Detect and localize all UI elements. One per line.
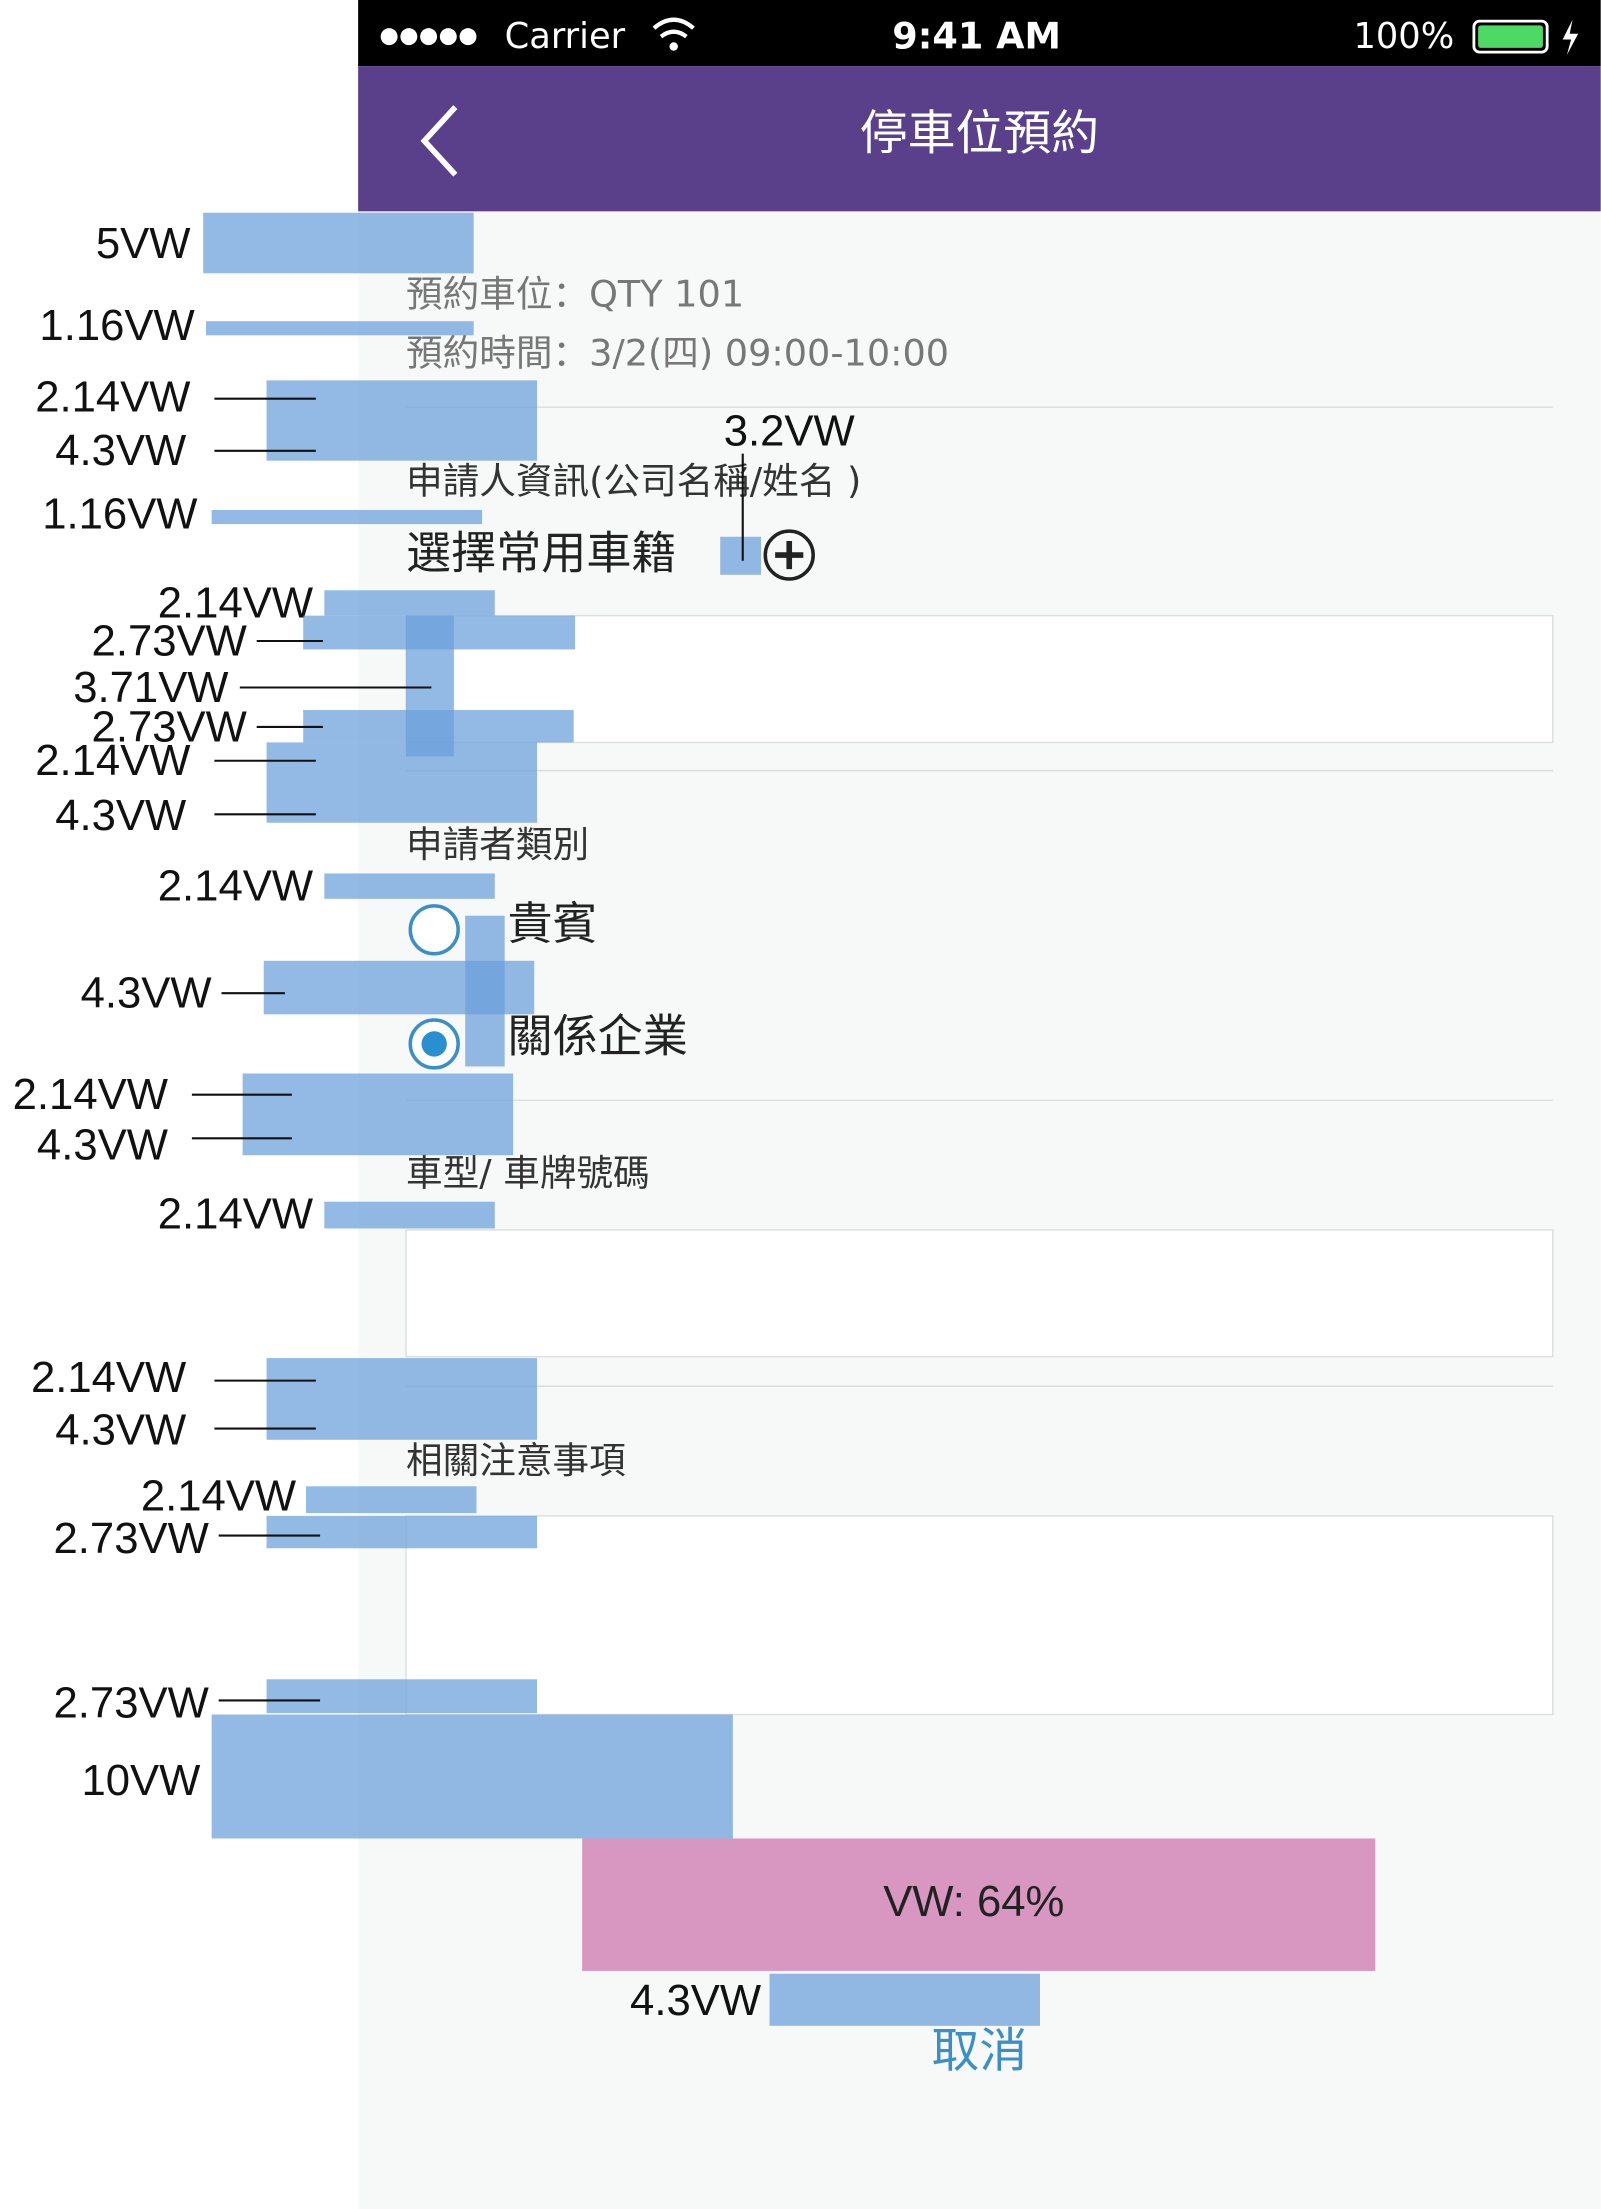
spacing-label: 2.14VW: [35, 736, 191, 785]
spacing-bar: [303, 710, 574, 743]
spacing-bar: [324, 1201, 495, 1229]
submit-button[interactable]: [582, 1838, 1376, 1971]
spacing-bar: [203, 212, 474, 274]
spacing-bar: [465, 915, 505, 1067]
radio-label: 貴賓: [507, 897, 597, 950]
submit-label: VW: 64%: [883, 1877, 1064, 1926]
wifi-dot: [669, 42, 678, 51]
add-icon: [775, 540, 804, 570]
radio[interactable]: [408, 904, 460, 956]
spacing-label: 1.16VW: [39, 301, 195, 350]
vehicle-input[interactable]: [405, 1229, 1554, 1358]
spacing-bar: [324, 590, 495, 616]
spacing-bar: [211, 1714, 733, 1839]
reservation-time: 預約時間：3/2(四) 09:00-10:00: [406, 332, 949, 375]
spacing-label: 2.14VW: [158, 1190, 314, 1239]
nav-title: 停車位預約: [860, 107, 1099, 162]
wifi: [652, 17, 695, 39]
spacing-label: 1.16VW: [42, 490, 198, 539]
battery-text: 100%: [1353, 16, 1454, 57]
time: 9:41 AM: [892, 15, 1061, 58]
spacing-bar: [266, 1679, 538, 1714]
spacing-label: 4.3VW: [55, 791, 187, 840]
annotations: 5VW1.16VW2.14VW4.3VW1.16VW3.2VW2.14VW2.7…: [13, 212, 1040, 2026]
battery: [1472, 19, 1549, 54]
nav-bar: [358, 66, 1601, 212]
spacing-bar: [306, 1486, 477, 1514]
spacing-label: 4.3VW: [81, 969, 213, 1018]
category-label: 申請者類別: [406, 823, 589, 866]
spacing-bar: [266, 1515, 538, 1549]
reservation-spot: 預約車位：QTY 101: [406, 272, 744, 315]
charging: [1562, 19, 1579, 55]
spacing-label: 3.71VW: [73, 663, 229, 712]
notes-label: 相關注意事項: [406, 1439, 626, 1482]
spacing-bar: [720, 536, 762, 575]
spacing-bar: [324, 873, 495, 899]
spacing-label: 2.14VW: [35, 373, 191, 422]
spacing-bar: [769, 1973, 1040, 2026]
spacing-label: 2.73VW: [92, 616, 248, 665]
spacing-label: 2.14VW: [13, 1070, 169, 1119]
spacing-label: 3.2VW: [724, 406, 856, 455]
spacing-bar: [266, 380, 538, 461]
back-button[interactable]: [420, 105, 458, 177]
spacing-label: 2.14VW: [31, 1353, 187, 1402]
status-bar: [358, 0, 1601, 67]
spacing-label: 4.3VW: [55, 426, 187, 475]
notes-input[interactable]: [405, 1515, 1554, 1716]
spacing-label: 2.73VW: [54, 1679, 210, 1728]
spacing-label: 4.3VW: [55, 1405, 187, 1454]
radio-label: 關係企業: [507, 1010, 687, 1063]
spacing-label: 2.14VW: [158, 578, 314, 627]
spacing-label: 4.3VW: [37, 1121, 169, 1170]
applicant-label: 申請人資訊(公司名稱/姓名 ): [406, 460, 861, 503]
spacing-label: 2.14VW: [141, 1471, 297, 1520]
cancel-button[interactable]: 取消: [932, 2024, 1028, 2079]
spacing-label: 10VW: [81, 1756, 201, 1805]
spacing-bar: [266, 742, 538, 823]
spacing-label: 2.73VW: [92, 702, 248, 751]
select-vehicle[interactable]: 選擇常用車籍: [406, 526, 676, 579]
spacing-bar: [266, 1358, 538, 1440]
spacing-bar: [242, 1073, 514, 1156]
signal: [380, 28, 477, 46]
battery-level: [1478, 25, 1543, 48]
carrier: Carrier: [505, 16, 626, 57]
spacing-label: 4.3VW: [630, 1976, 762, 2025]
add-button[interactable]: [763, 529, 815, 581]
applicant-input[interactable]: [405, 614, 1554, 744]
spacing-bar: [205, 321, 474, 336]
spacing-label: 2.73VW: [54, 1514, 210, 1563]
vehicle-label: 車型/ 車牌號碼: [406, 1151, 650, 1194]
radio-dot: [421, 1031, 447, 1057]
spacing-label: 2.14VW: [158, 861, 314, 910]
spacing-label: 5VW: [96, 219, 191, 268]
spacing-bar: [211, 509, 483, 525]
